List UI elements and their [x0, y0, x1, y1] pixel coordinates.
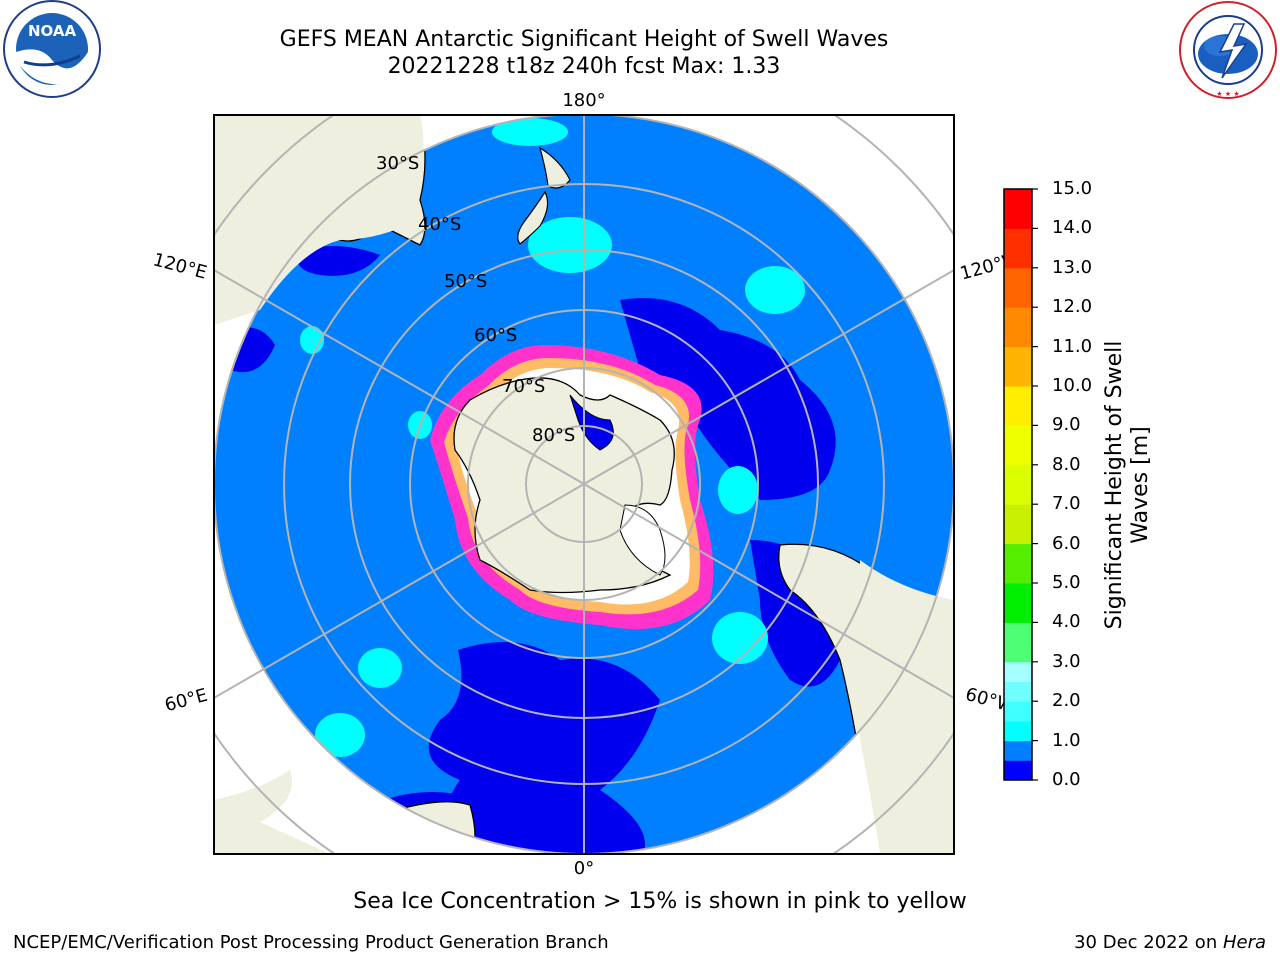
- colorbar-bin: [1004, 189, 1032, 229]
- colorbar-bin: [1004, 740, 1032, 761]
- colorbar-tick-label: 5.0: [1052, 572, 1081, 593]
- graticule: [214, 115, 954, 854]
- colorbar: [1003, 188, 1038, 781]
- colorbar-bin: [1004, 701, 1032, 722]
- colorbar-bin: [1004, 504, 1032, 545]
- colorbar-bin: [1004, 464, 1032, 505]
- colorbar-bin: [1004, 346, 1032, 387]
- lat-label-70s: 70°S: [502, 376, 545, 397]
- colorbar-tick-label: 2.0: [1052, 690, 1081, 712]
- moderate-swell-patch-pacific: [745, 266, 805, 314]
- new-zealand-south-island: [517, 190, 549, 245]
- noaa-logo-icon: NOAA: [3, 0, 101, 98]
- noaa-logo-text: NOAA: [28, 22, 77, 40]
- colorbar-tick-label: 6.0: [1052, 532, 1081, 554]
- map-frame: [213, 114, 955, 855]
- lat-label-60s: 60°S: [474, 325, 517, 346]
- colorbar-bin: [1004, 661, 1032, 682]
- colorbar-tick-label: 1.0: [1052, 729, 1081, 751]
- colorbar-tick-label: 15.0: [1052, 178, 1093, 199]
- lon-label-60e: 60°E: [163, 685, 210, 716]
- colorbar-bin: [1004, 307, 1032, 348]
- colorbar-tick-label: 8.0: [1052, 453, 1081, 475]
- africa-outer-land: [214, 770, 330, 854]
- colorbar-bin: [1004, 583, 1032, 623]
- nws-logo-icon: ★ ★ ★: [1179, 1, 1277, 99]
- moderate-swell-patch-north: [492, 118, 568, 146]
- footer-date-text: 30 Dec 2022 on: [1074, 932, 1223, 953]
- low-swell-region-pacific: [620, 298, 836, 500]
- south-america-outer-land: [860, 560, 954, 854]
- moderate-swell-patch-east: [718, 466, 758, 514]
- colorbar-bin: [1004, 386, 1032, 426]
- lat-label-30s: 30°S: [376, 153, 419, 174]
- colorbar-title-line1: Significant Height of Swell: [1102, 340, 1127, 630]
- colorbar-bin: [1004, 543, 1032, 584]
- svg-text:★ ★ ★: ★ ★ ★: [1216, 90, 1239, 98]
- colorbar-tick-label: 0.0: [1052, 769, 1081, 790]
- colorbar-bin: [1004, 267, 1032, 308]
- colorbar-tick-label: 13.0: [1052, 256, 1093, 278]
- colorbar-bin: [1004, 622, 1032, 663]
- colorbar-tick-label: 10.0: [1052, 375, 1093, 396]
- lat-label-50s: 50°S: [444, 271, 487, 292]
- weddell-sea-inlet: [619, 504, 666, 576]
- lat-label-40s: 40°S: [418, 214, 461, 235]
- moderate-swell-patch-atlantic: [712, 612, 768, 664]
- colorbar-bin: [1004, 760, 1032, 781]
- colorbar-tick-label: 11.0: [1052, 335, 1093, 357]
- footer-credit: NCEP/EMC/Verification Post Processing Pr…: [13, 932, 609, 953]
- colorbar-tick-label: 7.0: [1052, 493, 1081, 515]
- sea-ice-note: Sea Ice Concentration > 15% is shown in …: [353, 889, 967, 914]
- colorbar-tick-label: 12.0: [1052, 296, 1093, 318]
- moderate-swell-patch-indian: [358, 648, 402, 688]
- colorbar-bin: [1004, 228, 1032, 269]
- colorbar-tick-label: 14.0: [1052, 217, 1093, 239]
- lat-label-80s: 80°S: [532, 425, 575, 446]
- chart-title: GEFS MEAN Antarctic Significant Height o…: [279, 27, 889, 52]
- colorbar-bin: [1004, 720, 1032, 742]
- colorbar-bin: [1004, 681, 1032, 702]
- lon-label-180: 180°: [562, 90, 605, 111]
- moderate-swell-patch-southwest: [315, 713, 365, 757]
- colorbar-tick-label: 4.0: [1052, 611, 1081, 633]
- footer-date: 30 Dec 2022 on Hera: [1074, 932, 1266, 953]
- colorbar-tick-label: 3.0: [1052, 650, 1081, 672]
- footer-machine: Hera: [1222, 932, 1266, 953]
- low-swell-region-aus: [297, 246, 380, 276]
- colorbar-frame: [1003, 188, 1033, 781]
- lon-label-0: 0°: [574, 858, 594, 879]
- chart-subtitle: 20221228 t18z 240h fcst Max: 1.33: [387, 54, 781, 79]
- colorbar-title-line2: Waves [m]: [1128, 426, 1153, 544]
- colorbar-bin: [1004, 425, 1032, 466]
- moderate-swell-patch-tasman: [528, 217, 612, 273]
- australia-outer-land: [214, 115, 424, 325]
- lon-label-120e: 120°E: [151, 249, 209, 283]
- new-zealand-north-island: [539, 146, 571, 189]
- colorbar-tick-label: 9.0: [1052, 414, 1081, 436]
